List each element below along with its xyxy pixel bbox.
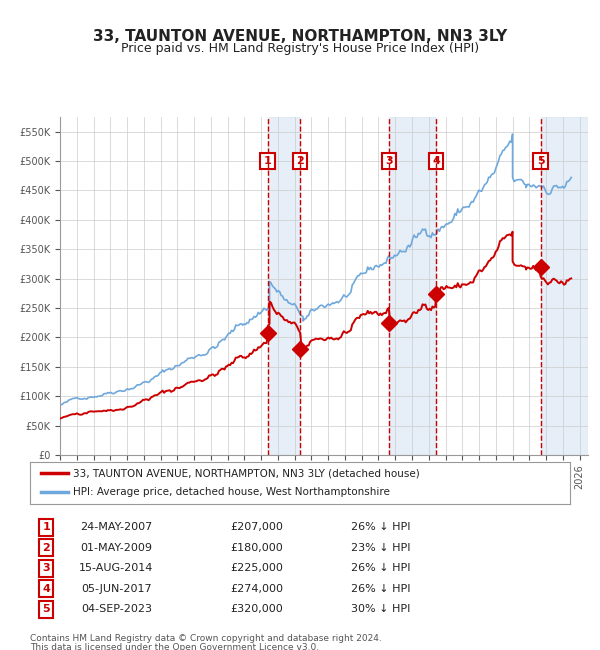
Text: £274,000: £274,000: [230, 584, 283, 593]
Text: £180,000: £180,000: [230, 543, 283, 552]
Text: 2: 2: [43, 543, 50, 552]
Text: 05-JUN-2017: 05-JUN-2017: [81, 584, 152, 593]
Text: 04-SEP-2023: 04-SEP-2023: [81, 604, 152, 614]
Text: £225,000: £225,000: [230, 564, 283, 573]
Bar: [541, 117, 588, 455]
Text: £320,000: £320,000: [230, 604, 283, 614]
Text: 4: 4: [42, 584, 50, 593]
Text: 15-AUG-2014: 15-AUG-2014: [79, 564, 154, 573]
Text: 5: 5: [43, 604, 50, 614]
Text: Price paid vs. HM Land Registry's House Price Index (HPI): Price paid vs. HM Land Registry's House …: [121, 42, 479, 55]
Text: HPI: Average price, detached house, West Northamptonshire: HPI: Average price, detached house, West…: [73, 487, 390, 497]
Text: 26% ↓ HPI: 26% ↓ HPI: [351, 523, 411, 532]
Text: 1: 1: [43, 523, 50, 532]
Text: Contains HM Land Registry data © Crown copyright and database right 2024.: Contains HM Land Registry data © Crown c…: [30, 634, 382, 643]
Text: 30% ↓ HPI: 30% ↓ HPI: [352, 604, 410, 614]
Text: 3: 3: [385, 156, 392, 166]
Bar: [268, 117, 300, 455]
Text: 5: 5: [537, 156, 544, 166]
Text: 26% ↓ HPI: 26% ↓ HPI: [351, 584, 411, 593]
Text: 1: 1: [264, 156, 272, 166]
Text: 26% ↓ HPI: 26% ↓ HPI: [351, 564, 411, 573]
Text: £207,000: £207,000: [230, 523, 283, 532]
Text: 23% ↓ HPI: 23% ↓ HPI: [351, 543, 411, 552]
Text: 3: 3: [43, 564, 50, 573]
Bar: [389, 117, 436, 455]
Text: 33, TAUNTON AVENUE, NORTHAMPTON, NN3 3LY: 33, TAUNTON AVENUE, NORTHAMPTON, NN3 3LY: [93, 29, 507, 44]
Text: 24-MAY-2007: 24-MAY-2007: [80, 523, 152, 532]
Text: This data is licensed under the Open Government Licence v3.0.: This data is licensed under the Open Gov…: [30, 644, 319, 650]
Text: 01-MAY-2009: 01-MAY-2009: [80, 543, 152, 552]
Text: 33, TAUNTON AVENUE, NORTHAMPTON, NN3 3LY (detached house): 33, TAUNTON AVENUE, NORTHAMPTON, NN3 3LY…: [73, 469, 420, 478]
Text: 4: 4: [432, 156, 440, 166]
Text: 2: 2: [296, 156, 304, 166]
